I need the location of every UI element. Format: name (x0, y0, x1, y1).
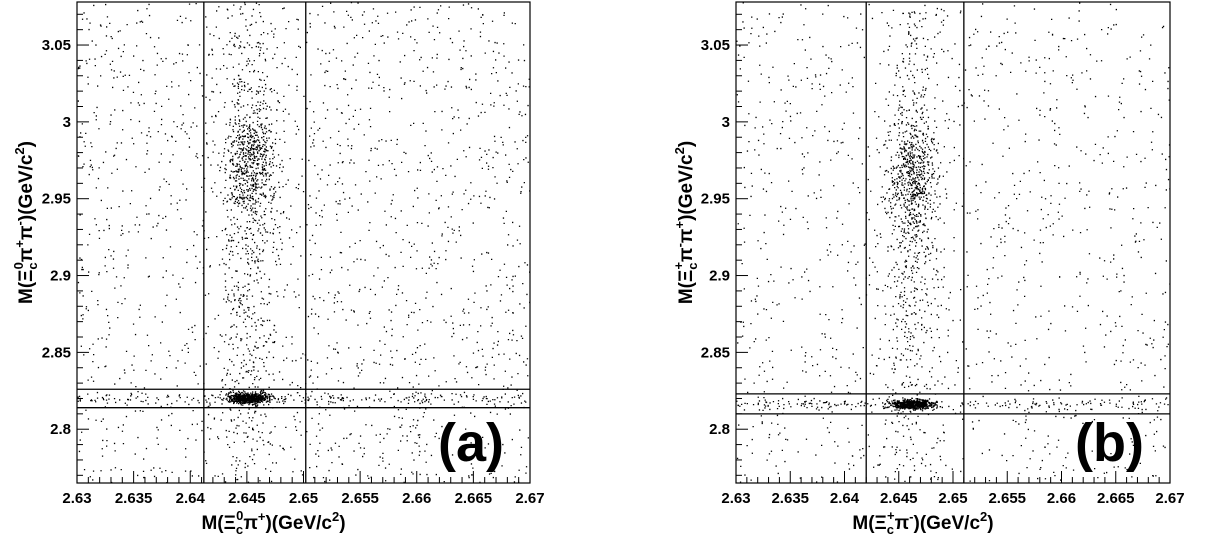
x-tick-label: 2.63 (721, 490, 750, 507)
y-tick-label: 3 (722, 114, 730, 131)
scatter-plot-a: 2.63 2.635 2.64 2.645 2.65 2.655 2.66 2.665 2.67… (11, 1, 545, 537)
plot-frame (76, 1, 531, 484)
panel-b: 2.63 2.635 2.64 2.645 2.65 2.655 2.66 2.665 2.67… (606, 0, 1212, 546)
y-axis-title: M(Ξc+π-π+)(GeV/c2) (671, 141, 700, 304)
y-tick-label: 3.05 (42, 37, 71, 54)
y-tick-label: 3 (63, 114, 71, 131)
panel-label: (b) (1075, 413, 1144, 473)
x-tick-label: 2.65 (938, 490, 967, 507)
y-tick-label: 3.05 (701, 37, 730, 54)
plot-frame (735, 1, 1171, 484)
scatter-point-cloud (77, 2, 530, 483)
y-tick-label: 2.95 (701, 191, 730, 208)
panel-a: 2.63 2.635 2.64 2.645 2.65 2.655 2.66 2.665 2.67… (11, 1, 545, 537)
x-tick-label: 2.665 (1097, 490, 1135, 507)
x-axis-title: M(Ξc+π-)(GeV/c2) (852, 508, 993, 537)
panel-label: (a) (438, 413, 504, 473)
x-tick-label: 2.67 (1155, 490, 1184, 507)
x-tick-label: 2.645 (880, 490, 918, 507)
x-tick-label: 2.66 (1047, 490, 1076, 507)
x-tick-label: 2.65 (289, 490, 318, 507)
x-tick-label: 2.67 (515, 490, 544, 507)
y-tick-label: 2.9 (709, 268, 730, 285)
y-tick-label: 2.85 (42, 344, 71, 361)
y-tick-label: 2.95 (42, 191, 71, 208)
x-tick-label: 2.665 (455, 490, 493, 507)
y-tick-label: 2.8 (709, 421, 730, 438)
x-tick-label: 2.635 (115, 490, 153, 507)
y-axis-title: M(Ξc0π+π-)(GeV/c2) (11, 141, 40, 304)
scatter-points (77, 2, 530, 483)
x-axis-title: M(Ξc0π+)(GeV/c2) (201, 508, 345, 537)
scatter-plot-b: 2.63 2.635 2.64 2.645 2.65 2.655 2.66 2.665 2.67… (671, 1, 1185, 537)
y-tick-label: 2.9 (50, 268, 71, 285)
x-tick-label: 2.655 (988, 490, 1026, 507)
x-tick-label: 2.63 (62, 490, 91, 507)
x-tick-label: 2.655 (341, 490, 379, 507)
x-tick-label: 2.64 (830, 490, 860, 507)
y-tick-label: 2.8 (50, 421, 71, 438)
y-tick-label: 2.85 (701, 344, 730, 361)
x-tick-label: 2.66 (402, 490, 431, 507)
scatter-point-cloud (736, 2, 1170, 483)
x-tick-label: 2.645 (228, 490, 266, 507)
scatter-points (736, 2, 1170, 483)
x-tick-label: 2.635 (771, 490, 809, 507)
x-tick-label: 2.64 (176, 490, 206, 507)
